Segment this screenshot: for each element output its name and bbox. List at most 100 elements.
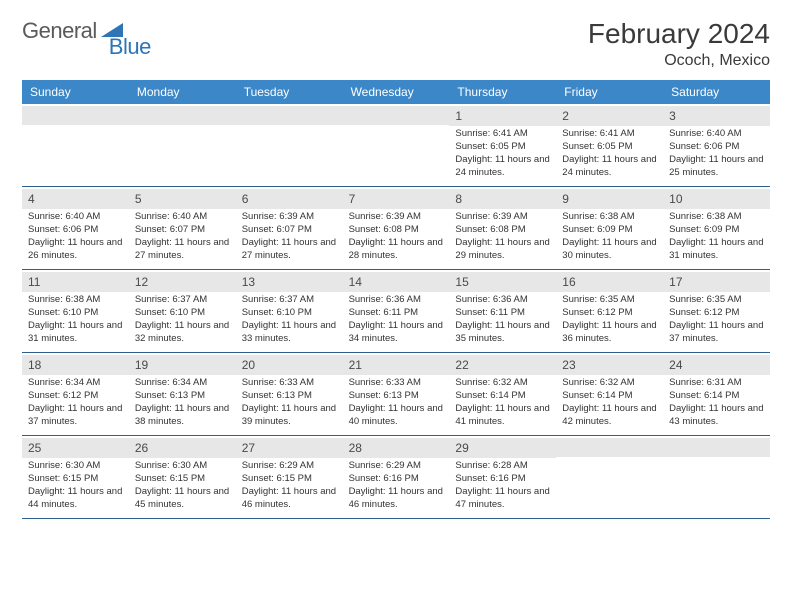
sunset-text: Sunset: 6:14 PM	[562, 390, 657, 403]
day-content: Sunrise: 6:41 AMSunset: 6:05 PMDaylight:…	[453, 128, 552, 179]
day-cell: 18Sunrise: 6:34 AMSunset: 6:12 PMDayligh…	[22, 353, 129, 435]
day-content: Sunrise: 6:38 AMSunset: 6:09 PMDaylight:…	[560, 211, 659, 262]
day-number: 3	[663, 106, 770, 126]
sunset-text: Sunset: 6:09 PM	[562, 224, 657, 237]
daylight-text: Daylight: 11 hours and 36 minutes.	[562, 320, 657, 346]
sunset-text: Sunset: 6:12 PM	[562, 307, 657, 320]
daylight-text: Daylight: 11 hours and 27 minutes.	[242, 237, 337, 263]
week-row: 1Sunrise: 6:41 AMSunset: 6:05 PMDaylight…	[22, 104, 770, 187]
daylight-text: Daylight: 11 hours and 31 minutes.	[28, 320, 123, 346]
day-cell: 24Sunrise: 6:31 AMSunset: 6:14 PMDayligh…	[663, 353, 770, 435]
daylight-text: Daylight: 11 hours and 25 minutes.	[669, 154, 764, 180]
daylight-text: Daylight: 11 hours and 37 minutes.	[669, 320, 764, 346]
sunrise-text: Sunrise: 6:40 AM	[28, 211, 123, 224]
day-content: Sunrise: 6:40 AMSunset: 6:06 PMDaylight:…	[667, 128, 766, 179]
day-number: 26	[129, 438, 236, 458]
day-content: Sunrise: 6:39 AMSunset: 6:08 PMDaylight:…	[453, 211, 552, 262]
sunrise-text: Sunrise: 6:38 AM	[28, 294, 123, 307]
day-cell: 26Sunrise: 6:30 AMSunset: 6:15 PMDayligh…	[129, 436, 236, 518]
week-row: 11Sunrise: 6:38 AMSunset: 6:10 PMDayligh…	[22, 270, 770, 353]
daylight-text: Daylight: 11 hours and 43 minutes.	[669, 403, 764, 429]
day-content: Sunrise: 6:36 AMSunset: 6:11 PMDaylight:…	[347, 294, 446, 345]
sunrise-text: Sunrise: 6:33 AM	[349, 377, 444, 390]
sunrise-text: Sunrise: 6:32 AM	[455, 377, 550, 390]
week-row: 25Sunrise: 6:30 AMSunset: 6:15 PMDayligh…	[22, 436, 770, 519]
calendar-grid: Sunday Monday Tuesday Wednesday Thursday…	[22, 80, 770, 519]
day-cell: 17 Sunrise: 6:35 AMSunset: 6:12 PMDayligh…	[663, 270, 770, 352]
sunset-text: Sunset: 6:10 PM	[28, 307, 123, 320]
dow-friday: Friday	[556, 80, 663, 104]
sunset-text: Sunset: 6:11 PM	[349, 307, 444, 320]
day-content: Sunrise: 6:34 AMSunset: 6:12 PMDaylight:…	[26, 377, 125, 428]
day-content: Sunrise: 6:35 AMSunset: 6:12 PMDaylight:…	[560, 294, 659, 345]
sunset-text: Sunset: 6:06 PM	[669, 141, 764, 154]
sunset-text: Sunset: 6:10 PM	[135, 307, 230, 320]
sunrise-text: Sunrise: 6:35 AM	[562, 294, 657, 307]
day-content: Sunrise: 6:36 AMSunset: 6:11 PMDaylight:…	[453, 294, 552, 345]
daylight-text: Daylight: 11 hours and 46 minutes.	[349, 486, 444, 512]
day-content: Sunrise: 6:31 AMSunset: 6:14 PMDaylight:…	[667, 377, 766, 428]
dow-header-row: Sunday Monday Tuesday Wednesday Thursday…	[22, 80, 770, 104]
sunset-text: Sunset: 6:07 PM	[242, 224, 337, 237]
sunrise-text: Sunrise: 6:31 AM	[669, 377, 764, 390]
daylight-text: Daylight: 11 hours and 44 minutes.	[28, 486, 123, 512]
sunset-text: Sunset: 6:13 PM	[242, 390, 337, 403]
dow-tuesday: Tuesday	[236, 80, 343, 104]
month-title: February 2024	[588, 18, 770, 50]
sunset-text: Sunset: 6:08 PM	[455, 224, 550, 237]
header: General Blue February 2024 Ococh, Mexico	[22, 18, 770, 70]
sunset-text: Sunset: 6:12 PM	[669, 307, 764, 320]
day-number: 17	[663, 272, 770, 292]
sunset-text: Sunset: 6:06 PM	[28, 224, 123, 237]
sunrise-text: Sunrise: 6:30 AM	[135, 460, 230, 473]
week-row: 4Sunrise: 6:40 AMSunset: 6:06 PMDaylight…	[22, 187, 770, 270]
day-cell	[556, 436, 663, 518]
day-number: 13	[236, 272, 343, 292]
day-cell: 2Sunrise: 6:41 AMSunset: 6:05 PMDaylight…	[556, 104, 663, 186]
daylight-text: Daylight: 11 hours and 35 minutes.	[455, 320, 550, 346]
day-cell	[663, 436, 770, 518]
day-content: Sunrise: 6:33 AMSunset: 6:13 PMDaylight:…	[240, 377, 339, 428]
sunrise-text: Sunrise: 6:38 AM	[562, 211, 657, 224]
sunset-text: Sunset: 6:14 PM	[669, 390, 764, 403]
day-cell: 22Sunrise: 6:32 AMSunset: 6:14 PMDayligh…	[449, 353, 556, 435]
dow-monday: Monday	[129, 80, 236, 104]
logo-text-blue: Blue	[109, 34, 151, 60]
daylight-text: Daylight: 11 hours and 34 minutes.	[349, 320, 444, 346]
daylight-text: Daylight: 11 hours and 32 minutes.	[135, 320, 230, 346]
day-number: 14	[343, 272, 450, 292]
sunrise-text: Sunrise: 6:35 AM	[669, 294, 764, 307]
sunset-text: Sunset: 6:05 PM	[562, 141, 657, 154]
daylight-text: Daylight: 11 hours and 38 minutes.	[135, 403, 230, 429]
daylight-text: Daylight: 11 hours and 39 minutes.	[242, 403, 337, 429]
daylight-text: Daylight: 11 hours and 42 minutes.	[562, 403, 657, 429]
sunset-text: Sunset: 6:13 PM	[135, 390, 230, 403]
day-number: 23	[556, 355, 663, 375]
day-cell: 6Sunrise: 6:39 AMSunset: 6:07 PMDaylight…	[236, 187, 343, 269]
sunset-text: Sunset: 6:12 PM	[28, 390, 123, 403]
daylight-text: Daylight: 11 hours and 47 minutes.	[455, 486, 550, 512]
day-content: Sunrise: 6:37 AMSunset: 6:10 PMDaylight:…	[240, 294, 339, 345]
daylight-text: Daylight: 11 hours and 27 minutes.	[135, 237, 230, 263]
day-content: Sunrise: 6:29 AMSunset: 6:16 PMDaylight:…	[347, 460, 446, 511]
day-content: Sunrise: 6:30 AMSunset: 6:15 PMDaylight:…	[26, 460, 125, 511]
day-number-empty	[236, 106, 343, 125]
day-number: 8	[449, 189, 556, 209]
sunrise-text: Sunrise: 6:39 AM	[349, 211, 444, 224]
sunrise-text: Sunrise: 6:41 AM	[455, 128, 550, 141]
day-number-empty	[22, 106, 129, 125]
day-cell	[22, 104, 129, 186]
daylight-text: Daylight: 11 hours and 24 minutes.	[455, 154, 550, 180]
sunrise-text: Sunrise: 6:38 AM	[669, 211, 764, 224]
logo-text-general: General	[22, 18, 97, 44]
sunset-text: Sunset: 6:15 PM	[135, 473, 230, 486]
day-cell: 9Sunrise: 6:38 AMSunset: 6:09 PMDaylight…	[556, 187, 663, 269]
day-content: Sunrise: 6:30 AMSunset: 6:15 PMDaylight:…	[133, 460, 232, 511]
day-number-empty	[129, 106, 236, 125]
daylight-text: Daylight: 11 hours and 31 minutes.	[669, 237, 764, 263]
day-cell: 7Sunrise: 6:39 AMSunset: 6:08 PMDaylight…	[343, 187, 450, 269]
sunset-text: Sunset: 6:10 PM	[242, 307, 337, 320]
day-content: Sunrise: 6:28 AMSunset: 6:16 PMDaylight:…	[453, 460, 552, 511]
dow-thursday: Thursday	[449, 80, 556, 104]
daylight-text: Daylight: 11 hours and 26 minutes.	[28, 237, 123, 263]
